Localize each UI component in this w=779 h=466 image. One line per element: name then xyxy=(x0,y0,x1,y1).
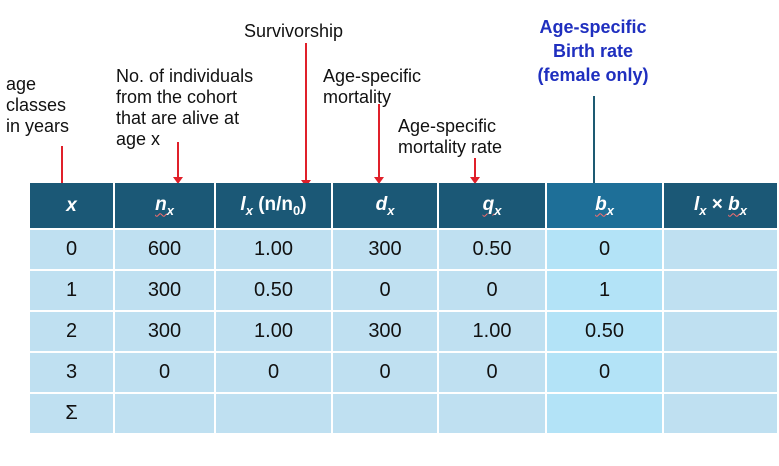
cell-x: 2 xyxy=(30,311,115,353)
header-lx: lx (n/n0) xyxy=(215,183,333,230)
header-lxbx: lx × bx xyxy=(663,183,779,230)
cell-bx xyxy=(546,393,664,435)
cell-qx: 0.50 xyxy=(438,229,547,271)
cell-dx: 300 xyxy=(332,311,439,353)
cell-x: Σ xyxy=(30,393,115,435)
header-row: x nx lx (n/n0) dx qx bx lx × bx xyxy=(30,183,779,230)
cell-lx xyxy=(215,393,333,435)
arrow-mortality-rate xyxy=(470,158,480,184)
cell-nx: 0 xyxy=(114,352,216,394)
cell-x: 3 xyxy=(30,352,115,394)
header-bx: bx xyxy=(546,183,664,230)
arrow-mortality xyxy=(374,104,384,184)
cell-bx: 0 xyxy=(546,352,664,394)
arrow-age-classes xyxy=(57,146,67,190)
header-x: x xyxy=(30,183,115,230)
cell-nx: 600 xyxy=(114,229,216,271)
cell-qx: 0 xyxy=(438,352,547,394)
arrow-survivorship xyxy=(301,43,311,187)
cell-bx: 0.50 xyxy=(546,311,664,353)
life-table: x nx lx (n/n0) dx qx bx lx × bx 0 600 1.00… xyxy=(30,183,779,435)
cell-lx: 0 xyxy=(215,352,333,394)
cell-lx: 1.00 xyxy=(215,311,333,353)
table-row: 0 600 1.00 300 0.50 0 xyxy=(30,229,779,271)
cell-bx: 1 xyxy=(546,270,664,312)
cell-lxbx xyxy=(663,270,779,312)
cell-x: 0 xyxy=(30,229,115,271)
cell-x: 1 xyxy=(30,270,115,312)
cell-nx: 300 xyxy=(114,311,216,353)
cell-qx: 1.00 xyxy=(438,311,547,353)
label-mortality-rate: Age-specific mortality rate xyxy=(398,116,503,157)
header-qx: qx xyxy=(438,183,547,230)
table-row: Σ xyxy=(30,393,779,435)
cell-lx: 0.50 xyxy=(215,270,333,312)
label-individuals: No. of individuals from the cohort that … xyxy=(116,66,254,149)
label-age-classes: age classes in years xyxy=(6,74,70,136)
cell-lx: 1.00 xyxy=(215,229,333,271)
cell-lxbx xyxy=(663,229,779,271)
header-nx: nx xyxy=(114,183,216,230)
arrow-individuals xyxy=(173,142,183,184)
cell-lxbx xyxy=(663,352,779,394)
cell-lxbx xyxy=(663,393,779,435)
label-mortality: Age-specific mortality xyxy=(323,66,422,107)
label-survivorship: Survivorship xyxy=(244,21,344,41)
table-row: 2 300 1.00 300 1.00 0.50 xyxy=(30,311,779,353)
line-birth-rate xyxy=(593,96,595,184)
cell-bx: 0 xyxy=(546,229,664,271)
cell-qx xyxy=(438,393,547,435)
cell-dx xyxy=(332,393,439,435)
cell-dx: 300 xyxy=(332,229,439,271)
table-row: 1 300 0.50 0 0 1 xyxy=(30,270,779,312)
label-birth-rate: Age-specific Birth rate (female only) xyxy=(537,17,649,85)
header-dx: dx xyxy=(332,183,439,230)
cell-dx: 0 xyxy=(332,270,439,312)
cell-lxbx xyxy=(663,311,779,353)
cell-dx: 0 xyxy=(332,352,439,394)
cell-nx xyxy=(114,393,216,435)
cell-nx: 300 xyxy=(114,270,216,312)
cell-qx: 0 xyxy=(438,270,547,312)
